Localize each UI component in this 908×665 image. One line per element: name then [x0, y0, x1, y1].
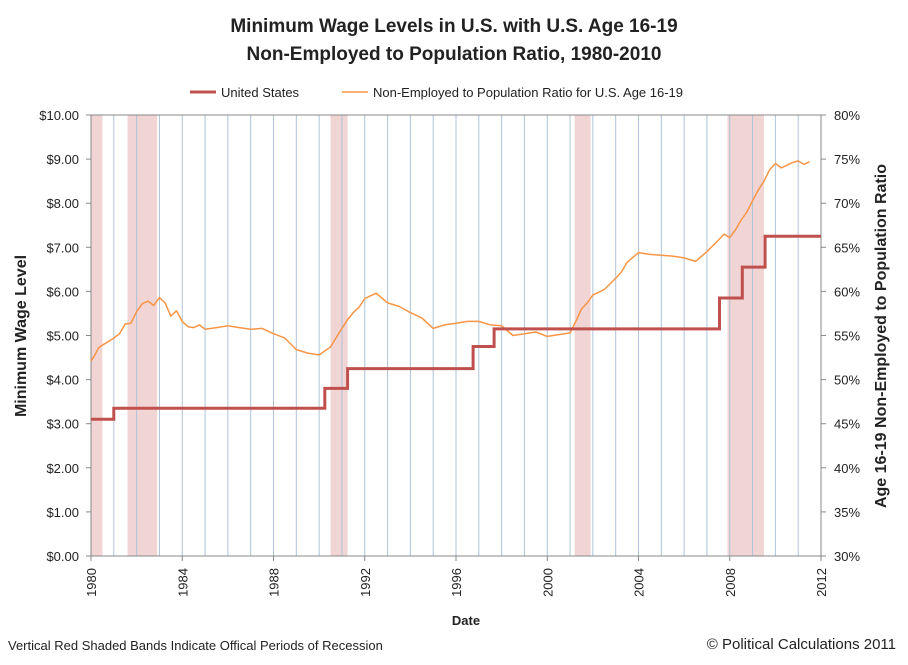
- right-tick-label: 65%: [834, 240, 860, 255]
- left-tick-label: $8.00: [46, 196, 79, 211]
- series-line-minimum-wage: [91, 234, 821, 421]
- legend: United States Non-Employed to Population…: [190, 85, 683, 100]
- chart-title: Minimum Wage Levels in U.S. with U.S. Ag…: [230, 16, 677, 37]
- left-tick-label: $1.00: [46, 505, 79, 520]
- recession-band: [127, 115, 158, 556]
- right-tick-label: 50%: [834, 373, 860, 388]
- right-axis-ticks: 30% 35% 40% 45% 50% 55% 60% 65% 70% 75% 80%: [821, 108, 860, 564]
- grid-lines: [113, 115, 799, 556]
- x-tick-label: 1996: [449, 568, 464, 597]
- right-tick-label: 75%: [834, 152, 860, 167]
- left-tick-label: $4.00: [46, 373, 79, 388]
- left-tick-label: $5.00: [46, 329, 79, 344]
- left-tick-label: $9.00: [46, 152, 79, 167]
- recession-band: [727, 115, 764, 556]
- left-tick-label: $7.00: [46, 240, 79, 255]
- right-tick-label: 35%: [834, 505, 860, 520]
- x-axis-title: Date: [452, 613, 480, 628]
- x-tick-label: 2008: [723, 568, 738, 597]
- left-axis-title: Minimum Wage Level: [13, 255, 30, 417]
- left-tick-label: $2.00: [46, 461, 79, 476]
- right-tick-label: 55%: [834, 329, 860, 344]
- x-tick-label: 2012: [814, 568, 829, 597]
- legend-label-minimum-wage: United States: [221, 85, 300, 100]
- chart-subtitle: Non-Employed to Population Ratio, 1980-2…: [247, 44, 662, 65]
- footer-copyright: © Political Calculations 2011: [707, 636, 896, 653]
- recession-band: [91, 115, 103, 556]
- left-axis-ticks: $0.00 $1.00 $2.00 $3.00 $4.00 $5.00 $6.00 $7.00…: [39, 108, 91, 564]
- left-tick-label: $0.00: [46, 549, 79, 564]
- left-tick-label: $10.00: [39, 108, 79, 123]
- series-line-non-employed-ratio: [90, 160, 810, 362]
- right-tick-label: 80%: [834, 108, 860, 123]
- right-axis-title: Age 16-19 Non-Employed to Population Rat…: [873, 164, 890, 508]
- left-tick-label: $6.00: [46, 284, 79, 299]
- legend-label-non-employed-ratio: Non-Employed to Population Ratio for U.S…: [373, 85, 683, 100]
- x-tick-label: 1980: [84, 568, 99, 597]
- footer-note: Vertical Red Shaded Bands Indicate Offic…: [8, 638, 383, 653]
- x-tick-label: 2004: [632, 568, 647, 597]
- x-tick-label: 1988: [267, 568, 282, 597]
- right-tick-label: 45%: [834, 417, 860, 432]
- x-tick-label: 2000: [540, 568, 555, 597]
- x-axis-ticks: 1980 1984 1988 1992 1996 2000 2004 2008 2012: [84, 556, 829, 597]
- right-tick-label: 70%: [834, 196, 860, 211]
- x-tick-label: 1984: [175, 568, 190, 597]
- x-tick-label: 1992: [358, 568, 373, 597]
- recession-bands: [91, 115, 764, 556]
- right-tick-label: 40%: [834, 461, 860, 476]
- left-tick-label: $3.00: [46, 417, 79, 432]
- recession-band: [330, 115, 348, 556]
- recession-band: [574, 115, 591, 556]
- right-tick-label: 60%: [834, 284, 860, 299]
- right-tick-label: 30%: [834, 549, 860, 564]
